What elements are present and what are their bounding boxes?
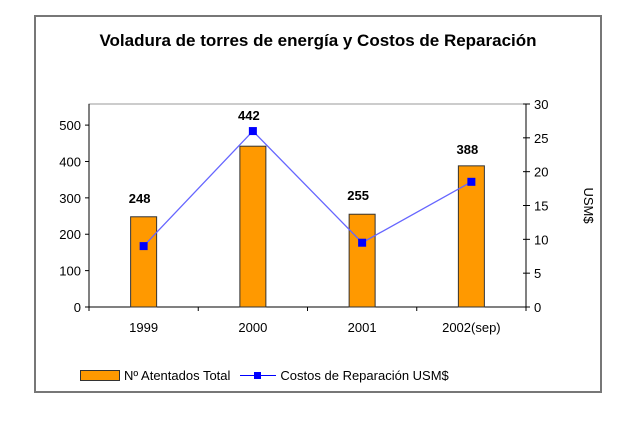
bar [457,165,485,308]
line-series [143,130,472,247]
y-left-tick-label: 200 [59,227,81,242]
bar-data-label: 442 [238,108,260,123]
bar-data-label: 388 [457,142,479,157]
bar-data-label: 248 [129,191,151,206]
x-tick-label: 2001 [348,320,377,335]
y-right-axis-label: USM$ [581,187,596,224]
y-left-tick-label: 400 [59,154,81,169]
y-left-tick-label: 500 [59,118,81,133]
legend-bar-label: Nº Atentados Total [124,368,231,383]
y-right-tick-label: 15 [534,199,548,214]
plot-area [88,103,527,308]
chart-frame [34,15,602,393]
legend-line-swatch [240,371,277,381]
y-right-tick-label: 25 [534,131,548,146]
legend-bar-swatch [80,370,120,381]
line-marker [139,242,148,251]
bar-data-label: 255 [347,188,369,203]
line-marker [467,177,476,186]
x-tick-label: 2000 [238,320,267,335]
y-left-tick-label: 100 [59,264,81,279]
y-left-tick-label: 300 [59,191,81,206]
y-right-tick-label: 10 [534,232,548,247]
y-right-tick-label: 20 [534,165,548,180]
x-tick-label: 1999 [129,320,158,335]
y-left-tick-label: 0 [74,300,81,315]
bar [130,216,158,308]
line-marker [248,127,257,136]
y-right-tick-label: 5 [534,266,541,281]
legend: Nº Atentados Total Costos de Reparación … [80,368,449,383]
y-right-tick-label: 0 [534,300,541,315]
x-tick-label: 2002(sep) [442,320,501,335]
chart-title: Voladura de torres de energía y Costos d… [99,31,537,50]
y-right-tick-label: 30 [534,97,548,112]
legend-line-label: Costos de Reparación USM$ [280,368,449,383]
bar [348,213,376,308]
line-marker [358,238,367,247]
bar [239,145,267,308]
